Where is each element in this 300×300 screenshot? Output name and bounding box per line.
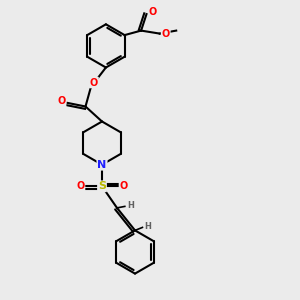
Text: O: O bbox=[149, 7, 157, 17]
Text: H: H bbox=[128, 201, 134, 210]
Text: O: O bbox=[162, 28, 170, 39]
Text: O: O bbox=[90, 77, 98, 88]
Text: S: S bbox=[98, 181, 106, 191]
Text: O: O bbox=[57, 96, 66, 106]
Text: H: H bbox=[145, 222, 151, 231]
Text: O: O bbox=[76, 181, 85, 191]
Text: N: N bbox=[98, 160, 106, 170]
Text: O: O bbox=[119, 181, 128, 191]
